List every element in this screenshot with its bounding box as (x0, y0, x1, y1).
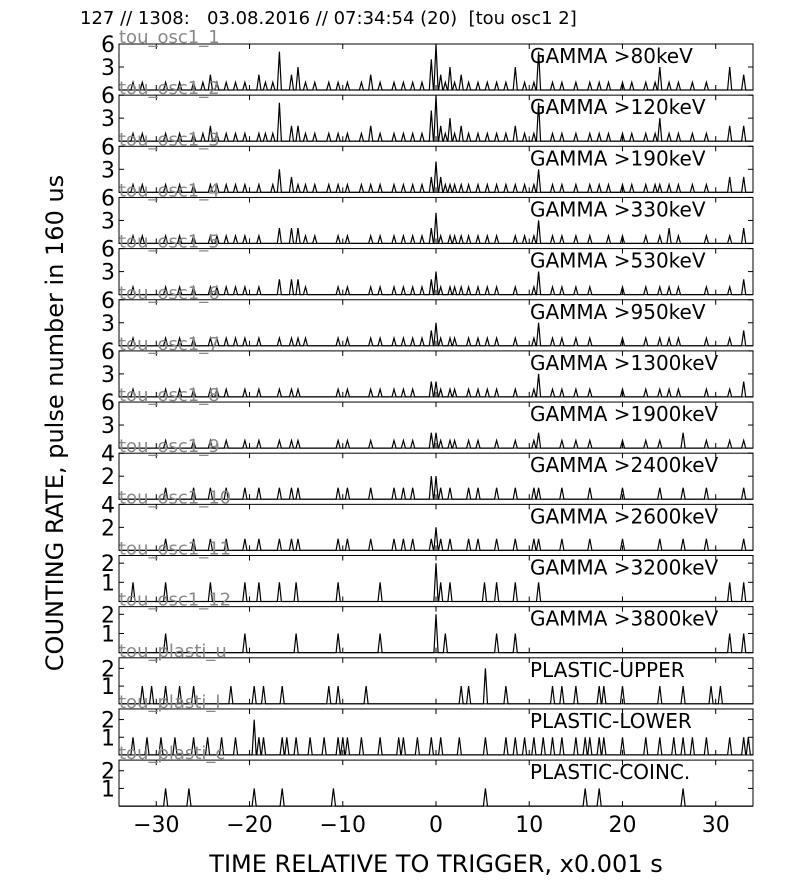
panel-tou_plasti_c: 12 PLASTIC-COINC. tou_plasti_c (101, 743, 754, 807)
y-tick-label: 4 (101, 493, 115, 518)
y-tick-label: 2 (101, 516, 115, 541)
panel-tou_osc1_9: 24 GAMMA >2400keV tou_osc1_9 (101, 436, 754, 500)
y-tick-label: 6 (101, 33, 115, 58)
panel-label: PLASTIC-UPPER (530, 658, 685, 682)
channel-name: tou_osc1_8 (119, 385, 220, 406)
y-tick-label: 1 (101, 777, 115, 802)
panel-tou_osc1_11: 12 GAMMA >3200keV tou_osc1_11 (101, 539, 754, 603)
x-axis-label: TIME RELATIVE TO TRIGGER, x0.001 s (208, 850, 662, 878)
channel-name: tou_osc1_1 (119, 27, 220, 48)
y-tick-label: 1 (101, 675, 115, 700)
channel-name: tou_osc1_10 (119, 487, 231, 508)
panel-tou_osc1_5: 36 GAMMA >530keV tou_osc1_5 (101, 232, 754, 296)
channel-name: tou_osc1_12 (119, 590, 231, 611)
y-tick-label: 6 (101, 391, 115, 416)
y-tick-label: 6 (101, 186, 115, 211)
panel-tou_plasti_l: 12 PLASTIC-LOWER tou_plasti_l (101, 692, 754, 756)
y-tick-label: 4 (101, 442, 115, 467)
panel-label: PLASTIC-LOWER (530, 709, 692, 733)
panel-tou_osc1_8: 36 GAMMA >1900keV tou_osc1_8 (101, 385, 754, 449)
panel-tou_osc1_1: 36 GAMMA >80keV tou_osc1_1 (101, 27, 754, 91)
channel-name: tou_osc1_9 (119, 436, 220, 457)
series-trace (119, 212, 753, 244)
y-tick-label: 3 (101, 56, 115, 81)
panel-label: GAMMA >330keV (530, 197, 706, 221)
channel-name: tou_plasti_l (119, 692, 220, 713)
x-tick-label: 10 (515, 813, 543, 838)
y-tick-label: 3 (101, 414, 115, 439)
channel-name: tou_osc1_4 (119, 180, 220, 201)
series-trace (119, 788, 753, 807)
y-tick-label: 3 (101, 158, 115, 183)
x-tick-label: 30 (702, 813, 730, 838)
y-tick-label: 3 (101, 261, 115, 286)
panel-tou_osc1_10: 24 GAMMA >2600keV tou_osc1_10 (101, 487, 754, 551)
x-tick-label: −30 (133, 813, 179, 838)
x-tick-label: −10 (320, 813, 366, 838)
y-axis-label: COUNTING RATE, pulse number in 160 us (41, 175, 69, 671)
channel-name: tou_osc1_11 (119, 539, 231, 560)
y-tick-label: 6 (101, 289, 115, 314)
panel-tou_osc1_2: 36 GAMMA >120keV tou_osc1_2 (101, 78, 754, 142)
y-tick-label: 6 (101, 84, 115, 109)
panel-label: GAMMA >120keV (530, 95, 706, 119)
header-info: 127 // 1308: 03.08.2016 // 07:34:54 (20)… (80, 8, 577, 29)
y-tick-label: 3 (101, 312, 115, 337)
channel-name: tou_plasti_u (119, 641, 227, 662)
channel-name: tou_osc1_3 (119, 129, 220, 150)
series-trace (119, 614, 753, 654)
y-tick-label: 2 (101, 603, 115, 628)
panel-label: GAMMA >190keV (530, 146, 706, 170)
panel-tou_osc1_6: 36 GAMMA >950keV tou_osc1_6 (101, 283, 754, 347)
panel-label: GAMMA >80keV (530, 44, 693, 68)
channel-name: tou_osc1_2 (119, 78, 220, 99)
y-tick-label: 2 (101, 465, 115, 490)
x-axis: −30 −20 −10 0 10 20 30 (133, 813, 730, 838)
panel-label: GAMMA >530keV (530, 249, 706, 273)
panel-label: GAMMA >950keV (530, 300, 706, 324)
y-tick-label: 6 (101, 135, 115, 160)
panel-label: GAMMA >1900keV (530, 402, 719, 426)
x-tick-label: −20 (226, 813, 272, 838)
y-tick-label: 2 (101, 552, 115, 577)
y-tick-label: 1 (101, 622, 115, 647)
y-tick-label: 3 (101, 107, 115, 132)
x-tick-label: 0 (429, 813, 443, 838)
y-tick-label: 1 (101, 571, 115, 596)
y-tick-label: 2 (101, 760, 115, 785)
panel-label: GAMMA >1300keV (530, 351, 719, 375)
channel-name: tou_osc1_7 (119, 334, 220, 355)
panel-tou_osc1_3: 36 GAMMA >190keV tou_osc1_3 (101, 129, 754, 193)
x-tick-label: 20 (608, 813, 636, 838)
y-tick-label: 3 (101, 209, 115, 234)
channel-name: tou_osc1_5 (119, 232, 220, 253)
channel-name: tou_osc1_6 (119, 283, 220, 304)
y-tick-label: 6 (101, 238, 115, 263)
panel-label: PLASTIC-COINC. (530, 760, 690, 784)
panel-label: GAMMA >2600keV (530, 504, 719, 528)
panel-tou_osc1_4: 36 GAMMA >330keV tou_osc1_4 (101, 180, 754, 244)
panel-tou_osc1_7: 36 GAMMA >1300keV tou_osc1_7 (101, 334, 754, 398)
panel-label: GAMMA >3200keV (530, 556, 719, 580)
y-tick-label: 2 (101, 657, 115, 682)
panel-tou_plasti_u: 12 PLASTIC-UPPER tou_plasti_u (101, 641, 754, 705)
y-tick-label: 3 (101, 363, 115, 388)
y-tick-label: 2 (101, 709, 115, 734)
panel-tou_osc1_12: 12 GAMMA >3800keV tou_osc1_12 (101, 590, 754, 654)
y-tick-label: 6 (101, 340, 115, 365)
panel-label: GAMMA >2400keV (530, 453, 719, 477)
series-trace (119, 271, 753, 296)
y-tick-label: 1 (101, 726, 115, 751)
panel-label: GAMMA >3800keV (530, 607, 719, 631)
channel-name: tou_plasti_c (119, 743, 225, 764)
